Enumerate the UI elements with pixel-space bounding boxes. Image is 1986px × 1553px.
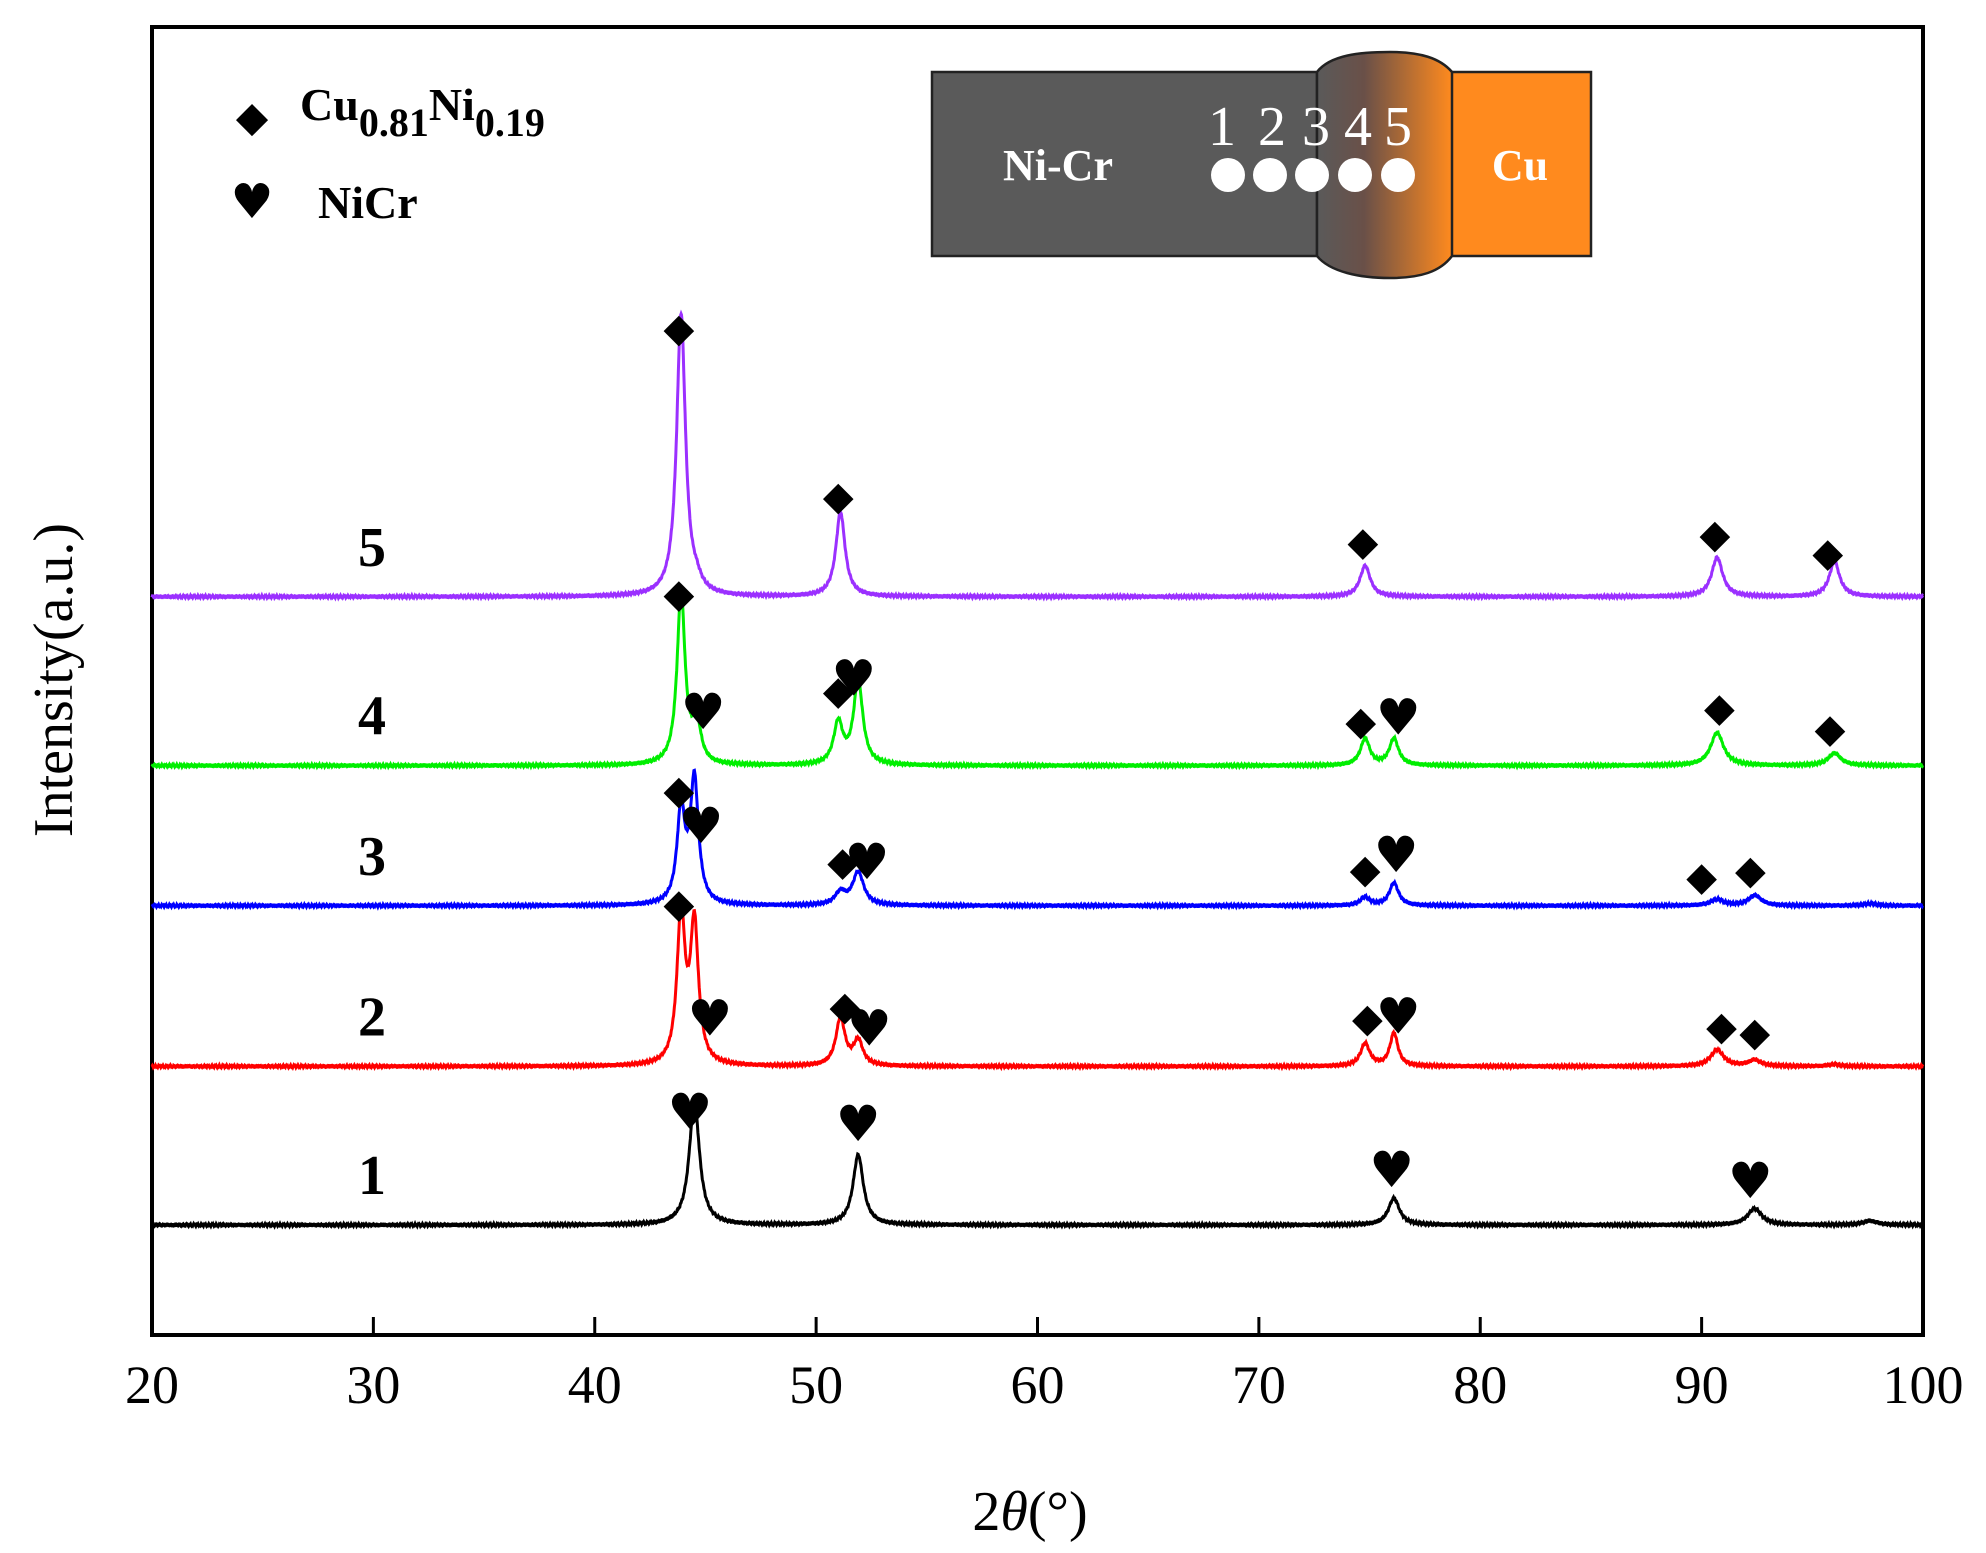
legend-heart-icon: ♥ bbox=[230, 174, 273, 230]
heart-marker-2-1: ♥ bbox=[687, 990, 732, 1048]
series-label-2: 2 bbox=[358, 986, 386, 1048]
x-tick-label-50: 50 bbox=[789, 1355, 843, 1415]
heart-marker-1-3: ♥ bbox=[1728, 1152, 1773, 1210]
inset-schematic: Ni-Cr Cu 1 2 3 4 5 bbox=[930, 50, 1593, 280]
series-layer: 1 2 3 4 5 bbox=[150, 309, 1925, 1230]
diamond-marker-2-7: ◆ bbox=[1739, 1009, 1770, 1055]
diamond-marker-4-6: ◆ bbox=[1704, 685, 1735, 731]
inset-position-2: 2 bbox=[1258, 96, 1286, 158]
y-axis-title: Intensity(a.u.) bbox=[23, 523, 85, 837]
legend-label-nicr: NiCr bbox=[318, 177, 418, 228]
series-label-3: 3 bbox=[358, 826, 386, 888]
diamond-marker-3-6: ◆ bbox=[1686, 854, 1717, 900]
diamond-marker-2-6: ◆ bbox=[1706, 1004, 1737, 1050]
x-tick-label-40: 40 bbox=[568, 1355, 622, 1415]
inset-position-4: 4 bbox=[1344, 96, 1372, 158]
diamond-marker-2-4: ◆ bbox=[1352, 996, 1383, 1042]
inset-position-5: 5 bbox=[1384, 96, 1412, 158]
inset-position-3: 3 bbox=[1302, 96, 1330, 158]
inset-ni-cr-block bbox=[930, 70, 1319, 258]
heart-marker-1-0: ♥ bbox=[668, 1083, 713, 1141]
x-tick-label-100: 100 bbox=[1883, 1355, 1964, 1415]
x-tick-label-30: 30 bbox=[346, 1355, 400, 1415]
diamond-marker-3-7: ◆ bbox=[1735, 848, 1766, 894]
x-tick-label-20: 20 bbox=[125, 1355, 179, 1415]
inset-position-1: 1 bbox=[1208, 96, 1236, 158]
series-line-1 bbox=[150, 1099, 1925, 1230]
series-line-5 bbox=[150, 309, 1924, 602]
heart-marker-1-2: ♥ bbox=[1369, 1141, 1414, 1199]
x-tick-label-60: 60 bbox=[1011, 1355, 1065, 1415]
diamond-marker-5-0: ◆ bbox=[663, 305, 694, 351]
series-line-2 bbox=[150, 900, 1925, 1072]
x-tick-label-90: 90 bbox=[1675, 1355, 1729, 1415]
diamond-marker-5-2: ◆ bbox=[1348, 519, 1379, 565]
inset-point-3 bbox=[1295, 158, 1329, 192]
diamond-marker-4-0: ◆ bbox=[663, 571, 694, 617]
diamond-marker-2-0: ◆ bbox=[663, 881, 694, 927]
inset-point-1 bbox=[1211, 158, 1245, 192]
inset-label-cu: Cu bbox=[1492, 141, 1548, 190]
series-label-5: 5 bbox=[358, 517, 386, 579]
x-tick-label-70: 70 bbox=[1232, 1355, 1286, 1415]
heart-marker-4-5: ♥ bbox=[1376, 689, 1421, 747]
legend-diamond-icon: ◆ bbox=[236, 92, 269, 141]
diamond-marker-5-3: ◆ bbox=[1700, 511, 1731, 557]
diamond-marker-2-2: ◆ bbox=[830, 984, 861, 1030]
heart-marker-3-1: ♥ bbox=[679, 797, 724, 855]
inset-label-ni-cr: Ni-Cr bbox=[1003, 141, 1113, 190]
x-tick-label-80: 80 bbox=[1453, 1355, 1507, 1415]
series-line-4 bbox=[150, 589, 1924, 771]
x-axis: 20 30 40 50 60 70 80 90 100 bbox=[125, 1317, 1964, 1415]
heart-marker-3-3: ♥ bbox=[845, 833, 890, 891]
diamond-marker-5-4: ◆ bbox=[1812, 530, 1843, 576]
diamond-marker-4-7: ◆ bbox=[1815, 706, 1846, 752]
heart-marker-2-5: ♥ bbox=[1376, 988, 1421, 1046]
series-label-4: 4 bbox=[358, 686, 386, 748]
diamond-marker-3-2: ◆ bbox=[827, 839, 858, 885]
peak-markers: ♥ ♥♥ ♥◆♥ ◆♥ ◆♥ ◆ ◆◆♥◆♥ ◆♥ ◆ ◆◆♥ ◆♥◆ ♥ ◆ ◆◆◆◆ ◆ ◆ bbox=[663, 305, 1845, 1210]
heart-marker-1-1: ♥ bbox=[836, 1095, 881, 1153]
inset-cu-block bbox=[1446, 70, 1593, 258]
diamond-marker-3-4: ◆ bbox=[1350, 847, 1381, 893]
inset-point-4 bbox=[1338, 158, 1372, 192]
diamond-marker-5-1: ◆ bbox=[823, 474, 854, 520]
diamond-marker-4-2: ◆ bbox=[823, 668, 854, 714]
x-axis-title: 2θ(°) bbox=[972, 1481, 1087, 1543]
heart-marker-2-3: ♥ bbox=[847, 1000, 892, 1058]
heart-marker-3-5: ♥ bbox=[1374, 826, 1419, 884]
legend-label-cuni: Cu0.81Ni0.19 bbox=[300, 79, 545, 145]
legend: ◆ Cu0.81Ni0.19 ♥ NiCr bbox=[230, 79, 544, 230]
inset-point-2 bbox=[1253, 158, 1287, 192]
heart-marker-4-1: ♥ bbox=[681, 683, 726, 741]
inset-point-5 bbox=[1381, 158, 1415, 192]
series-label-1: 1 bbox=[358, 1145, 386, 1207]
diamond-marker-4-4: ◆ bbox=[1345, 699, 1376, 745]
series-line-3 bbox=[150, 768, 1924, 911]
heart-marker-4-3: ♥ bbox=[831, 649, 876, 707]
diamond-marker-3-0: ◆ bbox=[663, 768, 694, 814]
